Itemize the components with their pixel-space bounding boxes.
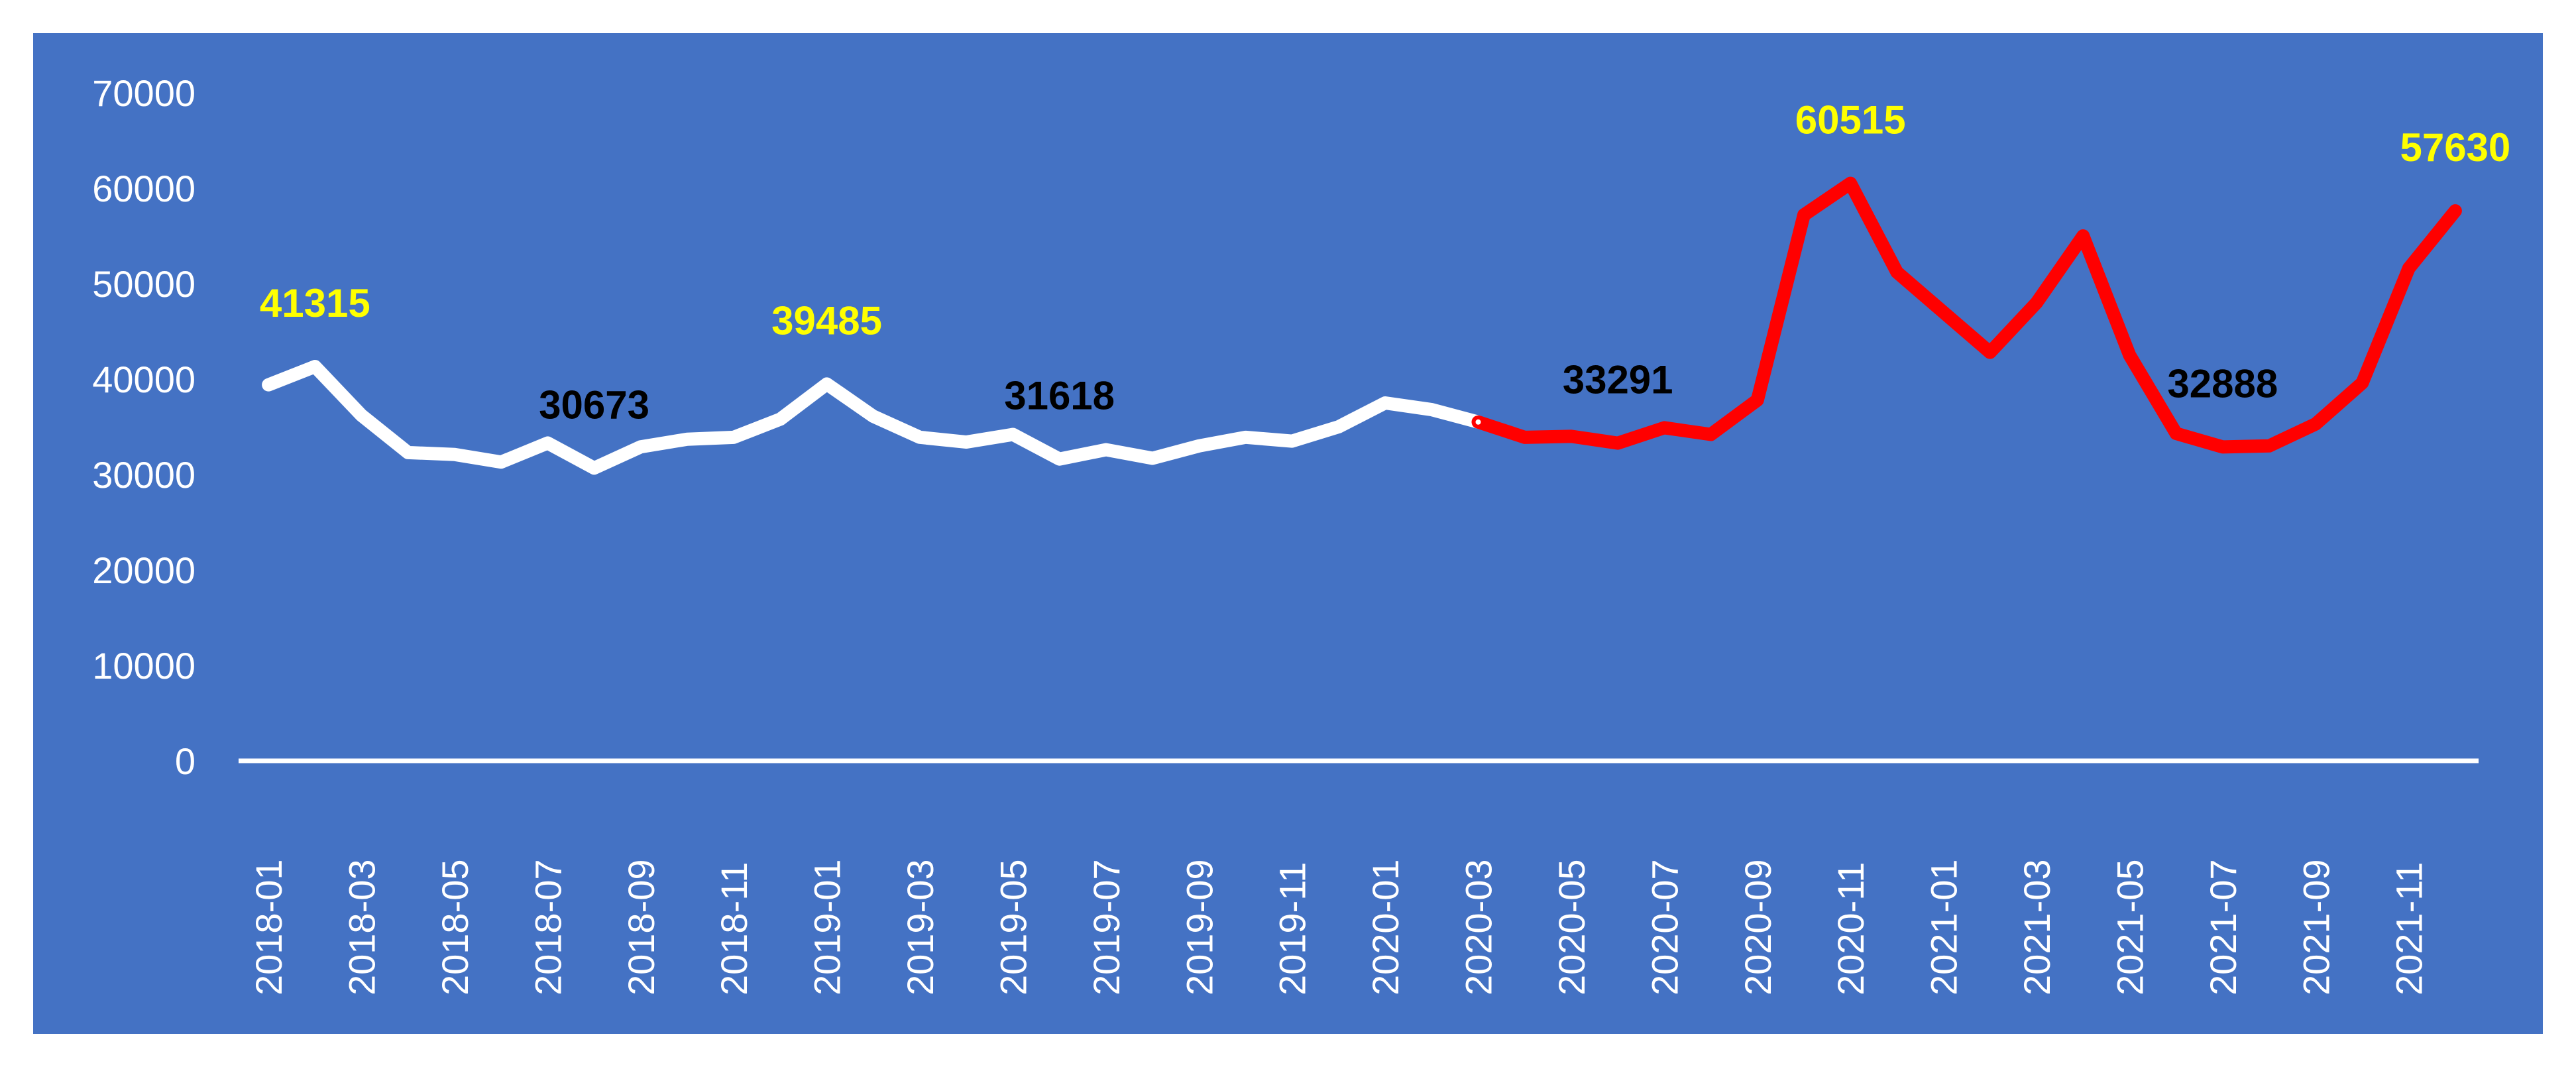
data-label: 60515 xyxy=(1795,98,1906,142)
y-tick-label: 40000 xyxy=(92,359,196,400)
data-point xyxy=(2452,208,2458,214)
drop-lines xyxy=(266,183,2457,761)
x-tick-label: 2018-09 xyxy=(620,859,662,995)
y-tick-label: 60000 xyxy=(92,168,196,209)
data-point xyxy=(1150,455,1156,461)
y-tick-label: 20000 xyxy=(92,549,196,591)
data-point xyxy=(1429,407,1435,413)
data-point xyxy=(1661,425,1667,431)
y-tick-label: 50000 xyxy=(92,263,196,305)
data-point xyxy=(2359,380,2365,386)
x-tick-label: 2019-07 xyxy=(1086,859,1127,995)
data-point xyxy=(1801,212,1807,218)
data-point xyxy=(405,449,411,455)
x-tick-label: 2018-03 xyxy=(341,859,383,995)
x-tick-label: 2021-05 xyxy=(2109,859,2151,995)
data-point xyxy=(1243,434,1249,440)
data-point xyxy=(731,434,737,440)
data-point xyxy=(2267,443,2272,449)
data-point xyxy=(870,414,876,420)
data-point xyxy=(638,444,644,450)
data-point xyxy=(2219,444,2225,450)
series-lines xyxy=(262,176,2462,475)
data-point xyxy=(1522,434,1528,440)
y-tick-label: 10000 xyxy=(92,645,196,687)
x-tick-label: 2020-07 xyxy=(1644,859,1685,995)
x-axis: 2018-01 2018-03 2018-05 2018-07 2018-09 2018-… xyxy=(248,859,2430,995)
data-label: 30673 xyxy=(539,382,649,427)
data-point xyxy=(1475,419,1481,425)
data-labels: 41315 30673 39485 31618 33291 60515 32888 57630 xyxy=(260,98,2510,427)
data-point xyxy=(824,381,830,387)
data-point xyxy=(2406,265,2412,271)
x-tick-label: 2020-05 xyxy=(1551,859,1593,995)
data-point xyxy=(1894,269,1900,275)
data-label: 39485 xyxy=(771,298,882,343)
x-tick-label: 2019-03 xyxy=(899,859,941,995)
x-tick-label: 2018-11 xyxy=(713,862,755,995)
data-point xyxy=(1056,456,1062,462)
x-tick-label: 2021-11 xyxy=(2388,862,2430,995)
x-tick-label: 2018-01 xyxy=(248,859,290,995)
data-point xyxy=(1103,447,1109,453)
data-point xyxy=(964,439,970,445)
data-point xyxy=(1335,424,1341,429)
data-point xyxy=(2313,421,2319,427)
x-tick-label: 2020-01 xyxy=(1365,859,1406,995)
x-tick-label: 2019-11 xyxy=(1272,862,1314,995)
series-line-2020-2021 xyxy=(1471,176,2462,454)
data-point xyxy=(1754,397,1760,403)
x-tick-label: 2021-03 xyxy=(2016,859,2058,995)
data-point xyxy=(777,416,783,422)
data-point xyxy=(1196,443,1202,449)
data-point xyxy=(498,459,504,465)
data-point xyxy=(1848,180,1854,186)
data-label: 41315 xyxy=(260,281,370,325)
data-point xyxy=(1010,431,1016,437)
data-point xyxy=(1940,309,1946,315)
data-point xyxy=(1987,349,1993,355)
data-label: 57630 xyxy=(2400,125,2510,170)
x-tick-label: 2018-07 xyxy=(527,859,569,995)
data-label: 31618 xyxy=(1004,374,1115,418)
data-point xyxy=(312,364,318,370)
data-point xyxy=(1568,433,1574,439)
data-point xyxy=(2080,233,2086,239)
data-point xyxy=(1289,438,1295,444)
data-point xyxy=(591,465,597,471)
data-point xyxy=(2034,300,2040,306)
x-tick-label: 2019-05 xyxy=(992,859,1034,995)
x-tick-label: 2020-09 xyxy=(1737,859,1779,995)
x-tick-label: 2021-01 xyxy=(1923,859,1965,995)
data-point xyxy=(359,412,364,418)
data-point xyxy=(266,382,272,388)
y-tick-label: 70000 xyxy=(92,72,196,114)
line-chart: 0 10000 20000 30000 40000 50000 60000 70000 201… xyxy=(92,72,2510,995)
data-label: 32888 xyxy=(2167,361,2278,406)
x-tick-label: 2021-09 xyxy=(2295,859,2337,995)
data-point xyxy=(2127,353,2133,358)
data-point xyxy=(917,434,923,440)
chart-panel: 0 10000 20000 30000 40000 50000 60000 70000 201… xyxy=(33,33,2543,1034)
y-tick-label: 30000 xyxy=(92,454,196,496)
x-tick-label: 2019-01 xyxy=(807,859,848,995)
x-tick-label: 2020-11 xyxy=(1830,862,1872,995)
x-tick-label: 2019-09 xyxy=(1178,859,1220,995)
data-point xyxy=(1382,400,1388,406)
x-tick-label: 2021-07 xyxy=(2202,859,2244,995)
data-point xyxy=(1615,440,1621,446)
x-tick-label: 2018-05 xyxy=(434,859,476,995)
data-point xyxy=(1708,431,1714,437)
data-point xyxy=(545,440,551,446)
data-point xyxy=(2173,431,2179,437)
data-point xyxy=(684,436,690,442)
y-axis: 0 10000 20000 30000 40000 50000 60000 70000 xyxy=(92,72,196,782)
data-label: 33291 xyxy=(1563,358,1673,402)
data-point xyxy=(451,451,457,457)
x-tick-label: 2020-03 xyxy=(1458,859,1500,995)
y-tick-label: 0 xyxy=(175,740,196,782)
